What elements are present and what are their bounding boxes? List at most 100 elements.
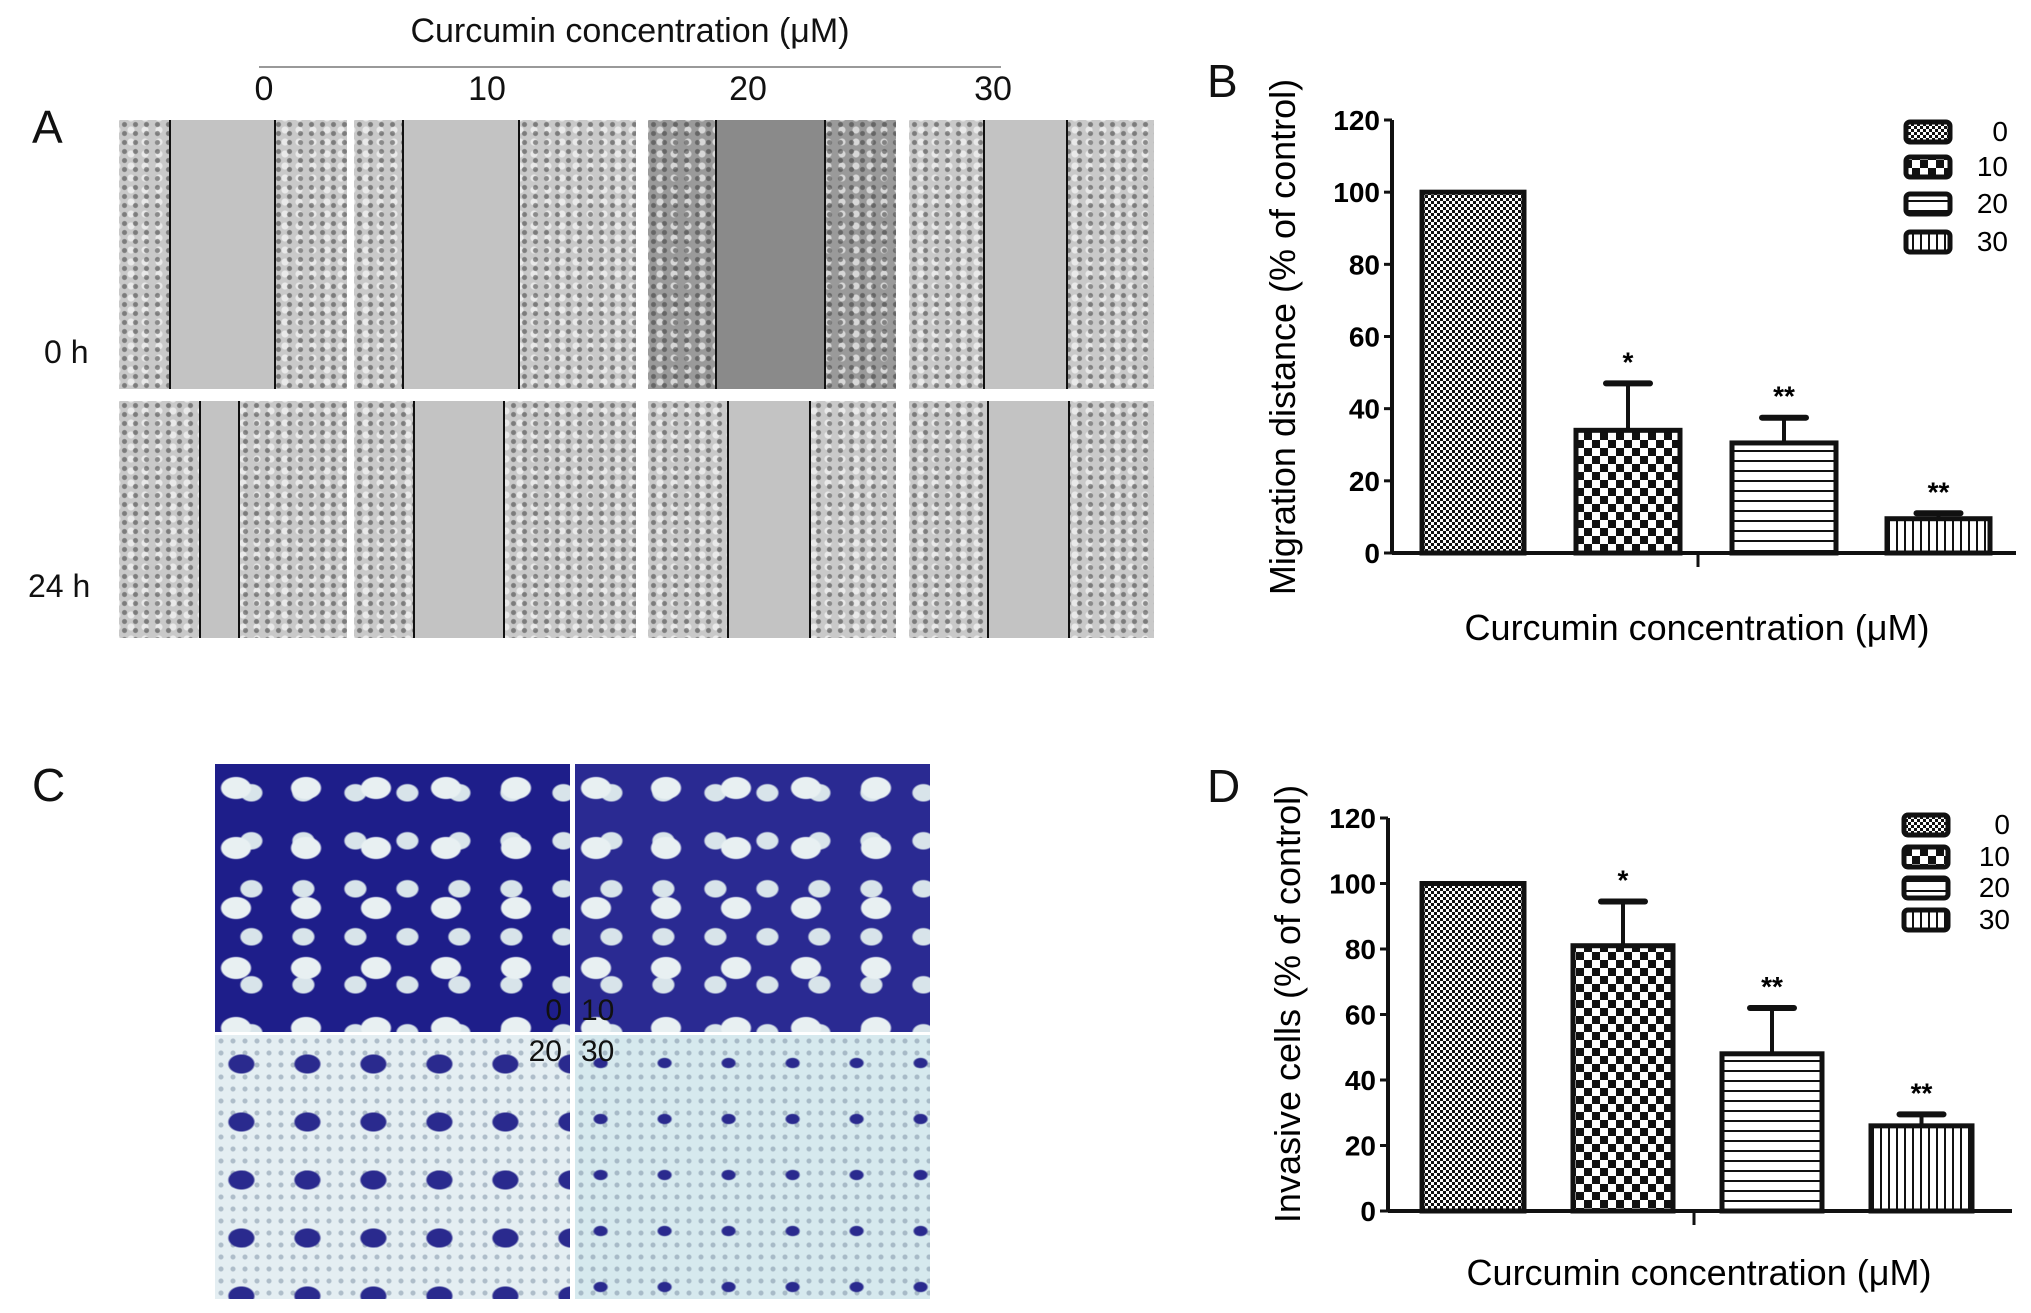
legend-label: 10 xyxy=(1977,151,2008,182)
wound-edge-line xyxy=(714,120,717,389)
legend-swatch xyxy=(1903,154,1953,180)
legend-label: 10 xyxy=(1979,841,2010,872)
wound-edge-line xyxy=(982,120,985,389)
invasion-image-20: 20 xyxy=(215,1035,570,1299)
legend-label: 20 xyxy=(1979,872,2010,903)
wound-edge-line xyxy=(517,120,520,389)
invasion-label-30: 30 xyxy=(581,1035,615,1068)
panel-a-title: Curcumin concentration (μM) xyxy=(410,12,850,50)
wound-edge-line xyxy=(824,120,827,389)
wound-gap xyxy=(169,120,275,389)
legend-label: 30 xyxy=(1979,904,2010,935)
wound-edge-line xyxy=(401,120,404,389)
y-axis-title: Migration distance (% of control) xyxy=(1262,79,1303,595)
y-tick-label: 0 xyxy=(1364,538,1380,569)
significance-marker: ** xyxy=(1773,381,1795,412)
wound-edge-line xyxy=(503,401,506,638)
significance-marker: * xyxy=(1618,865,1629,896)
column-label-10: 10 xyxy=(468,70,506,108)
wound-image-10-24h xyxy=(354,401,636,638)
legend-label: 30 xyxy=(1977,226,2008,257)
panel-c-letter: C xyxy=(32,759,66,811)
panel-d-letter: D xyxy=(1207,760,1241,812)
legend-swatch xyxy=(1903,191,1953,217)
legend-label: 0 xyxy=(1994,809,2010,840)
legend-swatch xyxy=(1903,229,1953,255)
legend-label: 20 xyxy=(1977,188,2008,219)
y-tick-label: 60 xyxy=(1349,322,1380,353)
y-tick-label: 20 xyxy=(1349,466,1380,497)
legend-swatch xyxy=(1903,119,1953,145)
invasion-image-30: 30 xyxy=(575,1035,930,1299)
bar-0 xyxy=(1419,881,1527,1214)
row-label-24h: 24 h xyxy=(28,568,91,604)
wound-edge-line xyxy=(169,120,172,389)
wound-edge-line xyxy=(274,120,277,389)
wound-edge-line xyxy=(1065,120,1068,389)
wound-gap xyxy=(982,120,1066,389)
panel-a-title-divider xyxy=(259,66,1001,68)
y-tick-label: 60 xyxy=(1345,1000,1376,1031)
bar-30 xyxy=(1884,516,1993,556)
y-tick-label: 40 xyxy=(1349,394,1380,425)
y-tick-label: 40 xyxy=(1345,1065,1376,1096)
wound-image-30-24h xyxy=(909,401,1154,638)
wound-gap xyxy=(714,120,825,389)
bar-20 xyxy=(1729,440,1839,556)
wound-gap xyxy=(727,401,810,638)
bar-10 xyxy=(1570,943,1676,1214)
wound-image-0-24h xyxy=(119,401,347,638)
x-axis-title: Curcumin concentration (μM) xyxy=(1465,607,1930,648)
bar-10 xyxy=(1573,427,1683,556)
legend-swatch xyxy=(1901,875,1951,901)
wound-image-10-0h xyxy=(354,120,636,389)
y-tick-label: 20 xyxy=(1345,1131,1376,1162)
y-tick-label: 120 xyxy=(1333,105,1380,136)
significance-marker: * xyxy=(1623,346,1634,377)
legend-swatch xyxy=(1901,812,1951,838)
invasion-image-0: 0 xyxy=(215,764,570,1032)
wound-gap xyxy=(987,401,1069,638)
x-axis-title: Curcumin concentration (μM) xyxy=(1467,1252,1932,1293)
significance-marker: ** xyxy=(1911,1077,1933,1108)
y-tick-label: 80 xyxy=(1349,249,1380,280)
invasion-label-0: 0 xyxy=(545,994,562,1027)
legend-swatch xyxy=(1901,844,1951,870)
wound-edge-line xyxy=(987,401,990,638)
wound-gap xyxy=(401,120,518,389)
wound-image-0-0h xyxy=(119,120,347,389)
y-tick-label: 100 xyxy=(1333,177,1380,208)
y-tick-label: 120 xyxy=(1329,803,1376,834)
column-label-0: 0 xyxy=(254,70,274,108)
wound-edge-line xyxy=(727,401,730,638)
wound-image-20-0h xyxy=(648,120,896,389)
bar-20 xyxy=(1719,1051,1825,1214)
column-label-30: 30 xyxy=(974,70,1012,108)
bar-0 xyxy=(1419,189,1527,556)
wound-image-30-0h xyxy=(909,120,1154,389)
legend-swatch xyxy=(1901,907,1951,933)
significance-marker: ** xyxy=(1928,476,1950,507)
wound-edge-line xyxy=(1068,401,1071,638)
y-tick-label: 100 xyxy=(1329,869,1376,900)
invasion-image-10: 10 xyxy=(575,764,930,1032)
bar-30 xyxy=(1868,1123,1975,1214)
significance-marker: ** xyxy=(1761,971,1783,1002)
wound-image-20-24h xyxy=(648,401,896,638)
wound-gap xyxy=(413,401,504,638)
wound-edge-line xyxy=(198,401,201,638)
panel-a-letter: A xyxy=(32,101,63,153)
y-axis-title: Invasive cells (% of control) xyxy=(1267,785,1308,1223)
wound-edge-line xyxy=(809,401,812,638)
column-label-20: 20 xyxy=(729,70,767,108)
panel-b-letter: B xyxy=(1207,55,1238,107)
wound-edge-line xyxy=(413,401,416,638)
y-tick-label: 80 xyxy=(1345,934,1376,965)
y-tick-label: 0 xyxy=(1360,1196,1376,1227)
legend-label: 0 xyxy=(1992,116,2008,147)
wound-edge-line xyxy=(237,401,240,638)
invasion-label-20: 20 xyxy=(528,1035,562,1068)
